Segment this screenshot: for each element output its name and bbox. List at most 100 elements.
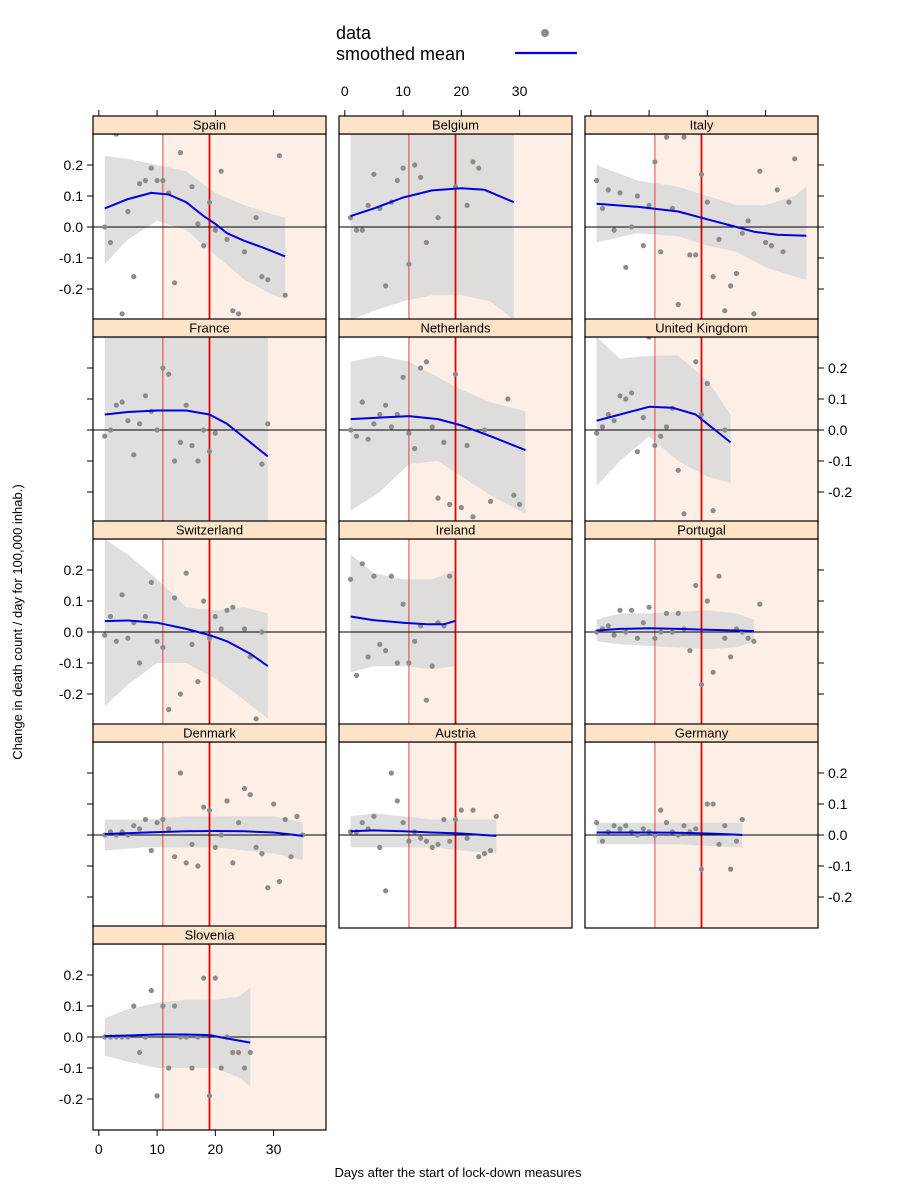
y-tick-label: -0.1 — [59, 250, 83, 266]
data-point — [476, 854, 482, 860]
data-point — [137, 660, 143, 666]
data-point — [470, 159, 476, 165]
confidence-ribbon — [350, 355, 526, 514]
data-point — [687, 252, 693, 258]
data-point — [177, 691, 183, 697]
data-point — [371, 573, 377, 579]
data-point — [652, 442, 658, 449]
data-point — [288, 854, 294, 860]
data-point — [359, 820, 365, 826]
data-point — [728, 283, 734, 289]
data-point — [722, 635, 728, 641]
data-point — [704, 801, 710, 807]
data-point — [594, 820, 600, 826]
data-point — [617, 190, 623, 196]
data-point — [400, 165, 406, 171]
data-point — [131, 274, 137, 280]
data-point — [160, 1003, 166, 1009]
data-point — [365, 436, 371, 442]
y-tick-label: -0.2 — [59, 686, 83, 702]
smoothed-mean-line — [350, 615, 456, 626]
data-point — [371, 813, 377, 820]
data-point — [476, 165, 482, 171]
data-point — [629, 224, 635, 230]
data-point — [241, 626, 248, 632]
smoothed-mean-line — [104, 619, 269, 667]
data-point — [137, 181, 143, 187]
data-point — [218, 626, 224, 632]
x-tick-label: 30 — [512, 83, 528, 99]
data-point — [218, 832, 224, 838]
data-point — [148, 847, 154, 854]
data-point — [259, 629, 265, 635]
data-point — [218, 1065, 224, 1071]
data-point — [728, 866, 734, 872]
data-point — [452, 371, 459, 377]
data-point — [623, 264, 629, 270]
y-tick-label: 0.1 — [64, 593, 84, 609]
data-point — [206, 199, 213, 205]
data-point — [757, 601, 763, 607]
data-point — [388, 424, 394, 430]
data-point — [102, 433, 108, 439]
data-point — [224, 607, 230, 613]
strip-background — [584, 723, 819, 743]
data-point — [359, 561, 365, 567]
data-point — [236, 311, 242, 317]
data-point — [160, 365, 166, 371]
panels: Spain -0.2 -0.1 0.0 0.1 0.2 Belgium 0 10 20 30 Ital… — [59, 83, 852, 1157]
x-tick-label: 10 — [149, 1141, 165, 1157]
data-point — [611, 227, 617, 233]
smoothed-mean-line — [350, 829, 497, 837]
data-point — [400, 820, 406, 826]
data-point — [119, 399, 125, 405]
panel-france: France — [87, 318, 327, 524]
data-point — [137, 826, 143, 832]
data-point — [423, 239, 429, 246]
data-point — [377, 844, 383, 851]
panel-denmark: Denmark — [87, 723, 327, 929]
data-point — [247, 1049, 253, 1056]
data-point — [704, 380, 710, 387]
data-point — [511, 492, 517, 498]
data-point — [142, 177, 148, 184]
data-point — [698, 171, 705, 177]
data-point — [253, 215, 259, 221]
data-point — [253, 716, 259, 722]
data-point — [166, 706, 172, 713]
data-point — [710, 508, 716, 514]
strip-background — [338, 723, 573, 743]
data-point — [693, 359, 699, 365]
data-point — [634, 193, 641, 199]
data-point — [464, 442, 470, 449]
data-point — [189, 641, 195, 648]
data-point — [751, 311, 757, 317]
data-point — [218, 168, 224, 174]
data-point — [458, 504, 464, 511]
data-point — [406, 838, 412, 844]
data-point — [493, 813, 499, 820]
data-point — [282, 292, 288, 298]
y-tick-label: -0.1 — [828, 858, 852, 874]
strip-background — [92, 925, 327, 945]
data-point — [617, 607, 623, 613]
strip-background — [584, 520, 819, 540]
data-point — [663, 610, 670, 617]
data-point — [365, 202, 371, 208]
data-point — [716, 573, 722, 579]
y-tick-label: -0.1 — [59, 655, 83, 671]
data-point — [704, 598, 710, 604]
data-point — [658, 629, 664, 635]
data-point — [728, 654, 734, 660]
strip-background — [92, 318, 327, 338]
data-point — [418, 174, 424, 180]
data-point — [154, 820, 160, 826]
data-point — [487, 847, 494, 854]
data-point — [259, 274, 265, 280]
data-point — [189, 442, 195, 449]
data-point — [663, 820, 670, 826]
strip-background — [92, 723, 327, 743]
data-point — [733, 838, 740, 844]
data-point — [189, 841, 195, 847]
x-tick-label: 20 — [454, 83, 470, 99]
